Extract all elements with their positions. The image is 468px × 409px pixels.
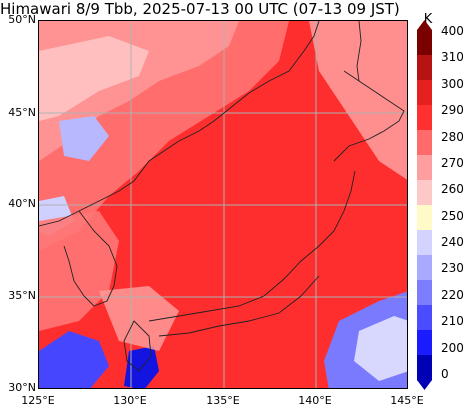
cold-cloud-southeast-core — [354, 316, 407, 381]
lat-label-45: 45°N — [8, 106, 36, 119]
colorbar-block — [417, 305, 432, 331]
colorbar-tick-label: 250 — [441, 208, 464, 223]
cold-cloud-southwest — [39, 331, 109, 388]
colorbar-tick-label: 220 — [441, 287, 464, 302]
colorbar-block — [417, 255, 432, 281]
colorbar-block — [417, 155, 432, 181]
colorbar-block — [417, 205, 432, 231]
colorbar-tick-label: 0 — [441, 367, 449, 381]
colorbar-tick-label: 270 — [441, 155, 464, 170]
coast-sakhalin — [356, 21, 362, 82]
colorbar-block — [417, 355, 432, 381]
satellite-map[interactable] — [38, 20, 408, 389]
coast-korea — [63, 210, 118, 307]
lat-label-30: 30°N — [8, 381, 36, 394]
coast-kyushu — [123, 320, 152, 372]
map-canvas — [39, 21, 407, 388]
lon-label-130: 130°E — [113, 394, 147, 407]
colorbar-tick-label: 260 — [441, 182, 464, 197]
colorbar-extend-top — [417, 20, 432, 30]
colorbar-tick-label: 310 — [441, 50, 464, 65]
colorbar-block — [417, 55, 432, 81]
cloud-patch-pink — [39, 36, 149, 121]
lat-label-50: 50°N — [8, 13, 36, 26]
colorbar-tick-label: 290 — [441, 103, 464, 118]
colorbar-tick-label: 300 — [441, 76, 464, 91]
cloud-korea — [39, 211, 119, 331]
colorbar-block — [417, 330, 432, 356]
colorbar-block — [417, 230, 432, 256]
lat-label-35: 35°N — [8, 289, 36, 302]
colorbar-tick-label: 240 — [441, 235, 464, 250]
cloud-northeast — [309, 21, 407, 180]
cold-patch-west — [59, 116, 109, 161]
map-title: Himawari 8/9 Tbb, 2025-07-13 00 UTC (07-… — [0, 0, 400, 18]
colorbar-tick-label: 400 — [441, 24, 464, 38]
coast-hokkaido — [333, 70, 405, 162]
colorbar-tick-label: 280 — [441, 129, 464, 144]
colorbar — [417, 20, 432, 390]
colorbar-block — [417, 80, 432, 106]
coast-honshu-south — [158, 275, 320, 337]
coast-honshu — [148, 170, 356, 322]
lon-label-140: 140°E — [298, 394, 332, 407]
coastlines — [39, 21, 405, 372]
colorbar-block — [417, 105, 432, 131]
colorbar-block — [417, 280, 432, 306]
colorbar-tick-label: 210 — [441, 314, 464, 329]
lon-label-125: 125°E — [21, 394, 55, 407]
lon-label-145: 145°E — [390, 394, 424, 407]
colorbar-block — [417, 130, 432, 156]
coast-asia-mainland — [39, 21, 320, 227]
colorbar-unit: K — [423, 12, 433, 27]
colorbar-tick-label: 200 — [441, 340, 464, 355]
colorbar-block — [417, 30, 432, 56]
lon-label-135: 135°E — [206, 394, 240, 407]
colorbar-block — [417, 180, 432, 206]
lat-label-40: 40°N — [8, 197, 36, 210]
colorbar-extend-bottom — [417, 380, 432, 390]
cloud-southwest-pink — [99, 286, 179, 351]
colorbar-tick-label: 230 — [441, 261, 464, 276]
